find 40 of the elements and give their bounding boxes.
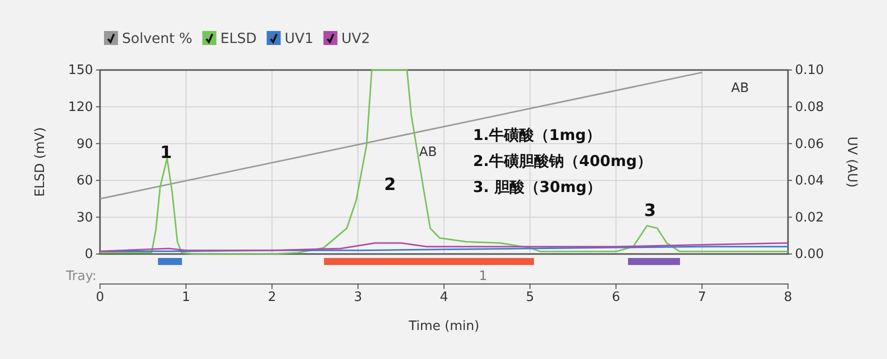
y2-tick-label: 0.02 xyxy=(795,210,824,226)
y-tick-label: 30 xyxy=(76,210,93,226)
x-tick-label: 2 xyxy=(268,290,276,306)
y-tick-label: 60 xyxy=(76,174,93,189)
text: 1 xyxy=(478,269,488,284)
y2-tick-label: 0.04 xyxy=(795,174,824,189)
line-series xyxy=(100,69,788,255)
y2-tick-label: 0.08 xyxy=(795,100,824,115)
x-tick-label: 5 xyxy=(526,290,534,306)
x-axis-title: Time (min) xyxy=(408,319,480,334)
annotation: 1 xyxy=(160,143,172,163)
x-tick-label: 3 xyxy=(354,290,362,306)
y2-tick-label: 0.10 xyxy=(795,63,824,78)
x-tick-label: 6 xyxy=(612,290,620,306)
line-series xyxy=(100,242,788,252)
y-tick-label: 90 xyxy=(76,136,93,152)
x-tick-label: 8 xyxy=(784,290,792,306)
y2-tick-label: 0.00 xyxy=(795,247,824,262)
x-tick-label: 4 xyxy=(440,290,448,306)
annotation: 1.牛磺酸（1mg） xyxy=(473,126,601,144)
y2-axis-title: UV (AU) xyxy=(844,136,859,188)
annotation: 2.牛磺胆酸钠（400mg） xyxy=(473,152,652,170)
y-tick-label: 120 xyxy=(68,100,93,115)
y2-tick-label: 0.06 xyxy=(795,136,824,152)
annotation: AB xyxy=(731,81,749,96)
legend-label: Solvent % xyxy=(122,31,192,47)
x-tick-label: 7 xyxy=(698,290,706,306)
annotation: 2 xyxy=(384,175,396,195)
y-tick-label: 150 xyxy=(68,63,93,78)
legend-label: UV2 xyxy=(341,31,370,47)
x-tick-label: 1 xyxy=(182,290,190,306)
annotation: 3 xyxy=(644,201,656,221)
legend-label: UV1 xyxy=(284,31,314,47)
x-tick-label: 0 xyxy=(96,290,104,306)
text: Tray: xyxy=(65,269,96,284)
annotation: AB xyxy=(419,145,437,160)
annotation: 3. 胆酸（30mg） xyxy=(473,178,602,196)
legend-label: ELSD xyxy=(220,31,257,47)
y-tick-label: 0 xyxy=(84,247,93,262)
y-axis-title: ELSD (mV) xyxy=(33,127,48,197)
